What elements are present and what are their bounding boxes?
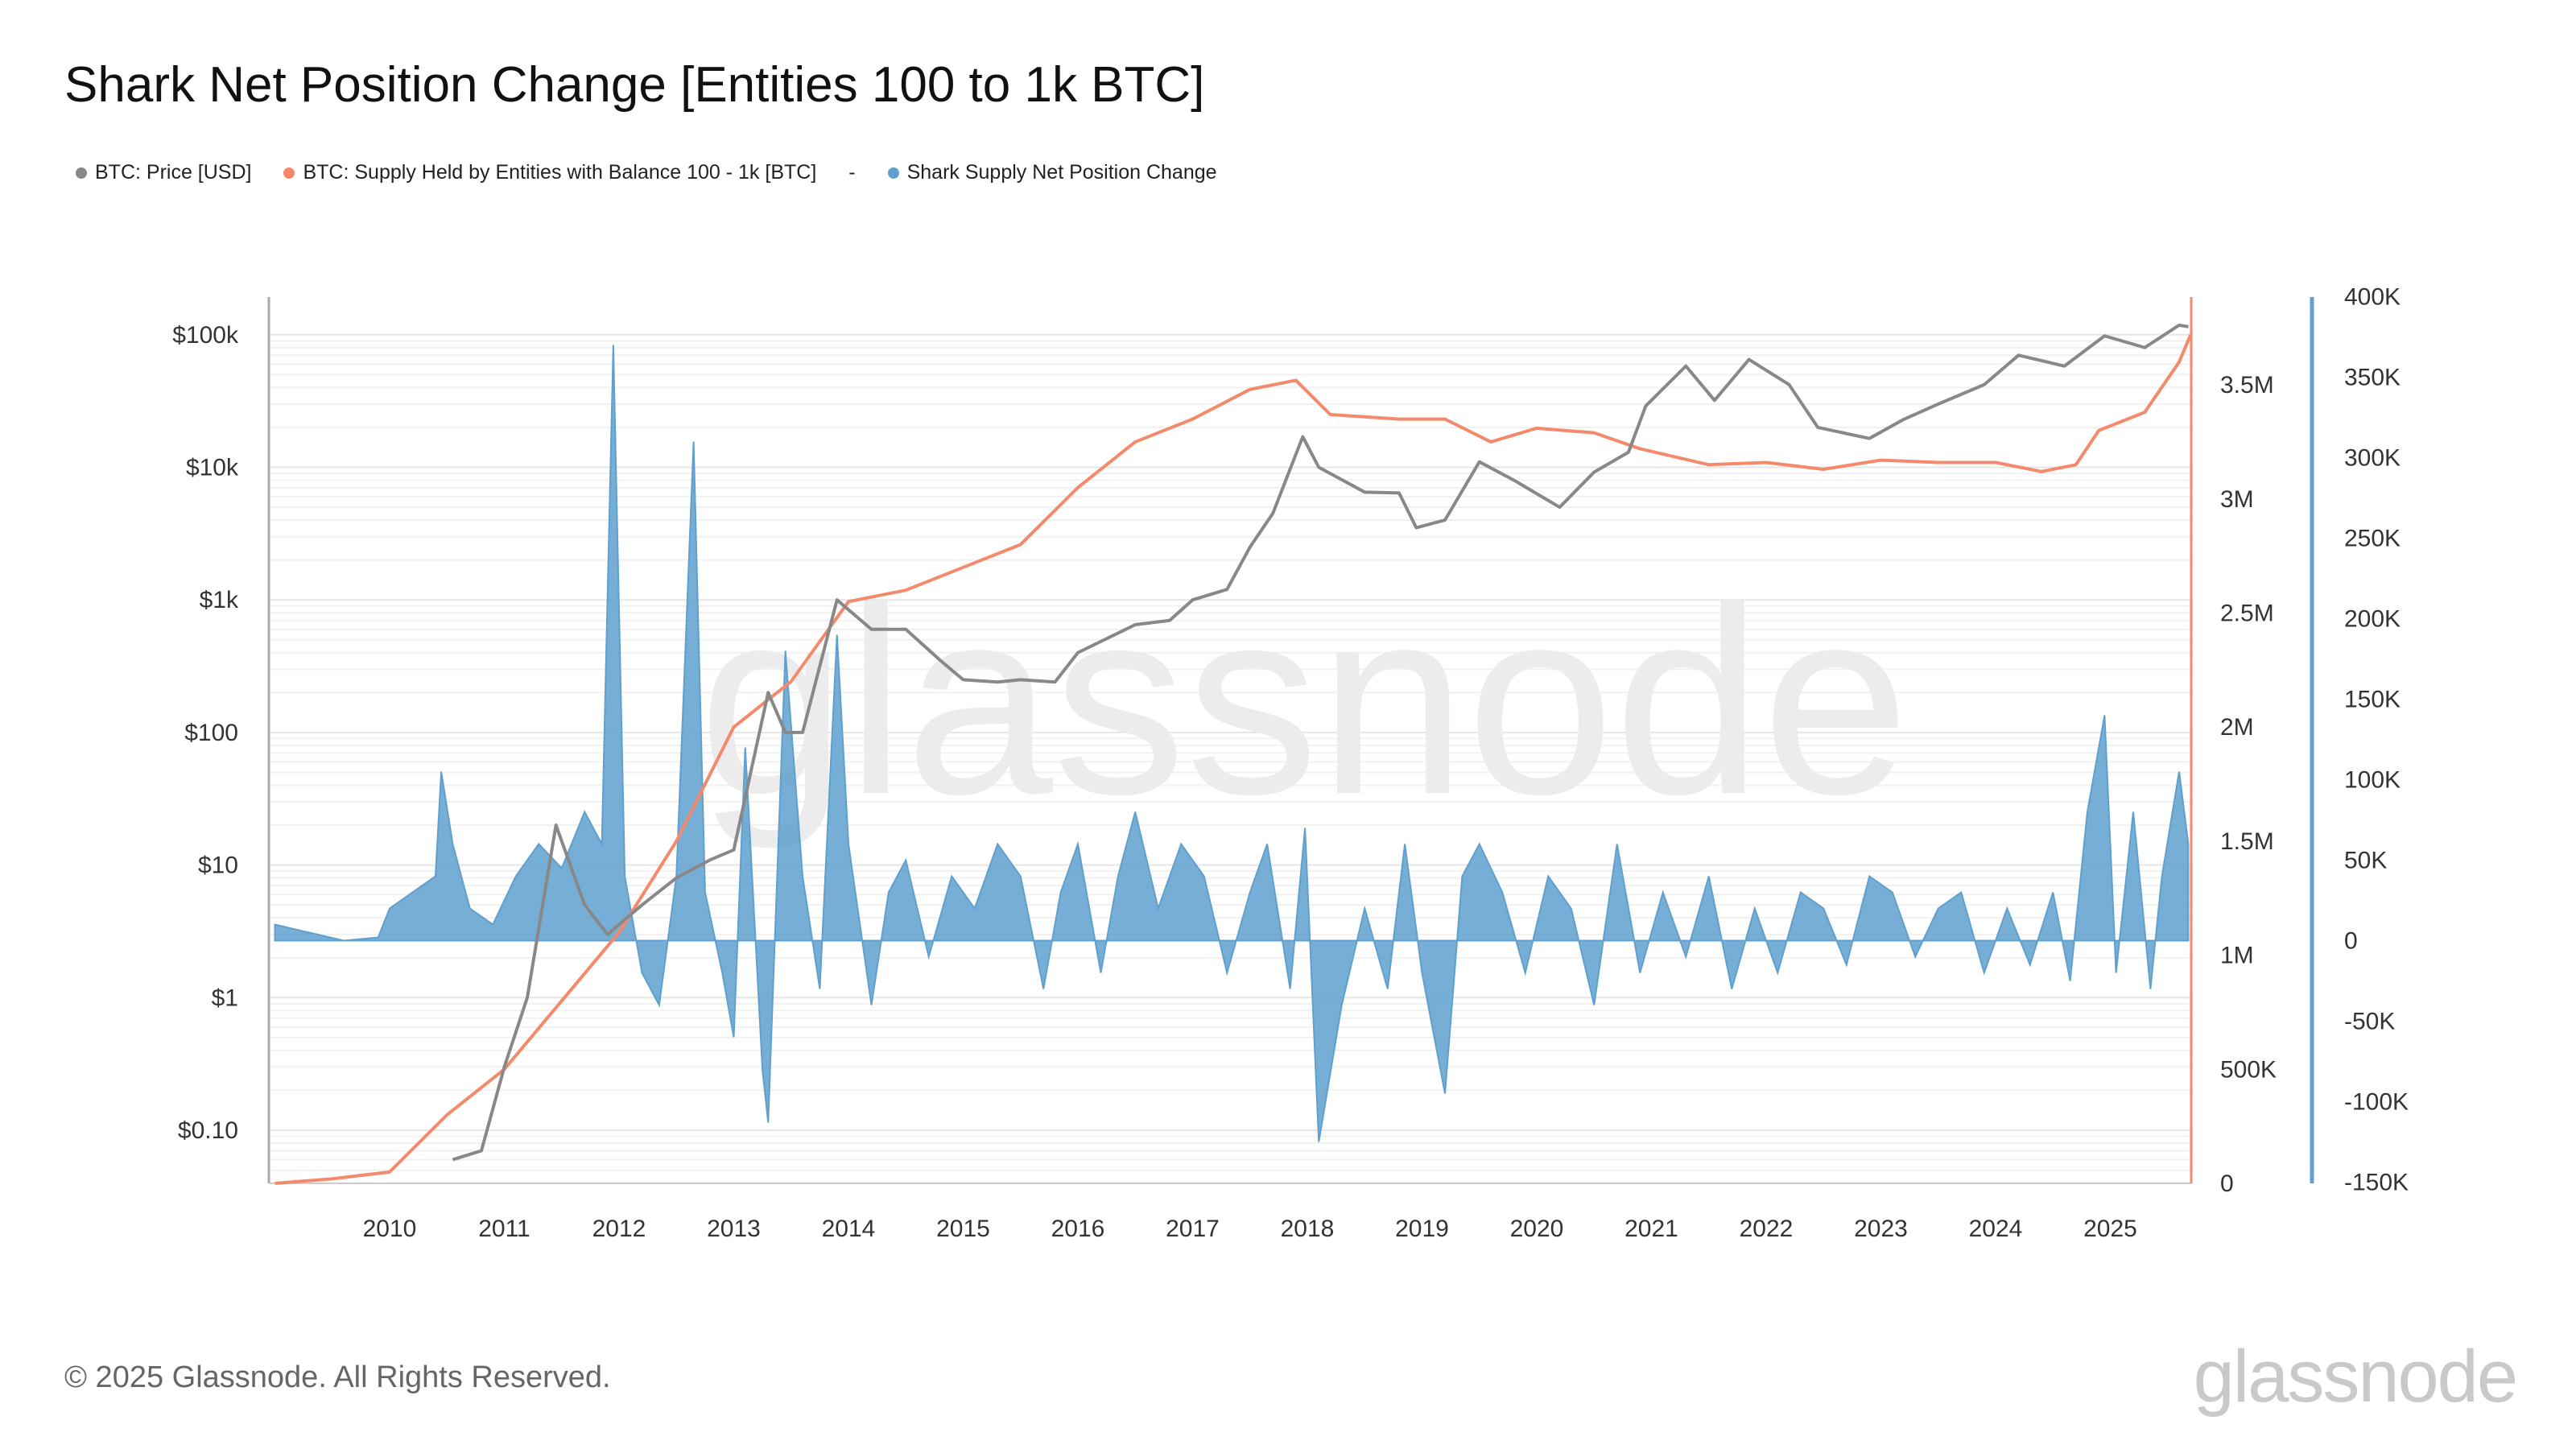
supply-tick-label: 1M xyxy=(2220,943,2254,969)
copyright: © 2025 Glassnode. All Rights Reserved. xyxy=(64,1360,611,1394)
x-tick-label: 2010 xyxy=(363,1216,417,1242)
x-tick-label: 2012 xyxy=(592,1216,646,1242)
net-tick-label: 400K xyxy=(2344,284,2401,311)
x-tick-label: 2017 xyxy=(1166,1216,1220,1242)
net-position-area xyxy=(274,345,2190,1142)
legend-dot xyxy=(76,167,87,179)
legend-dash: - xyxy=(848,161,856,184)
x-tick-label: 2018 xyxy=(1281,1216,1335,1242)
supply-tick-label: 2.5M xyxy=(2220,601,2274,627)
watermark: glassnode xyxy=(699,552,1910,851)
x-tick-label: 2016 xyxy=(1051,1216,1105,1242)
legend: BTC: Price [USD] BTC: Supply Held by Ent… xyxy=(76,161,1249,184)
x-tick-label: 2019 xyxy=(1395,1216,1449,1242)
x-tick-label: 2015 xyxy=(936,1216,990,1242)
x-tick-label: 2011 xyxy=(478,1216,530,1242)
price-tick-label: $1k xyxy=(200,587,239,613)
price-tick-label: $100 xyxy=(184,720,238,746)
supply-tick-label: 500K xyxy=(2220,1056,2277,1083)
x-tick-label: 2025 xyxy=(2083,1216,2137,1242)
net-tick-label: 150K xyxy=(2344,687,2401,713)
x-tick-label: 2014 xyxy=(822,1216,876,1242)
supply-tick-label: 2M xyxy=(2220,714,2254,741)
legend-separator: - xyxy=(848,161,855,184)
net-tick-label: -50K xyxy=(2344,1009,2395,1035)
x-tick-label: 2013 xyxy=(707,1216,761,1242)
net-tick-label: 0 xyxy=(2344,928,2358,955)
price-line xyxy=(452,323,2189,1162)
x-tick-label: 2024 xyxy=(1969,1216,2023,1242)
x-tick-label: 2023 xyxy=(1854,1216,1908,1242)
net-tick-label: 300K xyxy=(2344,445,2401,472)
legend-label: Shark Supply Net Position Change xyxy=(906,161,1217,184)
glassnode-logo: glassnode xyxy=(2193,1335,2518,1418)
legend-dot xyxy=(283,167,295,179)
supply-tick-label: 3.5M xyxy=(2220,372,2274,398)
chart-title: Shark Net Position Change [Entities 100 … xyxy=(64,57,1205,113)
price-tick-label: $10 xyxy=(198,852,238,879)
price-tick-label: $100k xyxy=(172,322,239,349)
x-tick-label: 2020 xyxy=(1510,1216,1564,1242)
legend-item-net-change[interactable]: Shark Supply Net Position Change xyxy=(887,161,1217,184)
net-tick-label: -100K xyxy=(2344,1089,2409,1116)
net-tick-label: 250K xyxy=(2344,526,2401,552)
net-tick-label: 350K xyxy=(2344,365,2401,391)
net-tick-label: 100K xyxy=(2344,767,2401,794)
supply-tick-label: 3M xyxy=(2220,486,2254,513)
legend-label: BTC: Supply Held by Entities with Balanc… xyxy=(303,161,817,184)
price-tick-label: $0.10 xyxy=(178,1117,238,1144)
price-tick-label: $10k xyxy=(186,455,239,481)
legend-label: BTC: Price [USD] xyxy=(95,161,252,184)
supply-tick-label: 0 xyxy=(2220,1170,2234,1197)
net-tick-label: 200K xyxy=(2344,606,2401,633)
x-tick-label: 2021 xyxy=(1624,1216,1678,1242)
price-tick-label: $1 xyxy=(212,985,238,1011)
x-tick-label: 2022 xyxy=(1740,1216,1794,1242)
net-tick-label: 50K xyxy=(2344,848,2387,874)
net-tick-label: -150K xyxy=(2344,1170,2409,1196)
legend-item-price[interactable]: BTC: Price [USD] xyxy=(76,161,251,184)
legend-dot xyxy=(887,167,899,179)
supply-tick-label: 1.5M xyxy=(2220,828,2274,855)
legend-item-supply[interactable]: BTC: Supply Held by Entities with Balanc… xyxy=(283,161,816,184)
